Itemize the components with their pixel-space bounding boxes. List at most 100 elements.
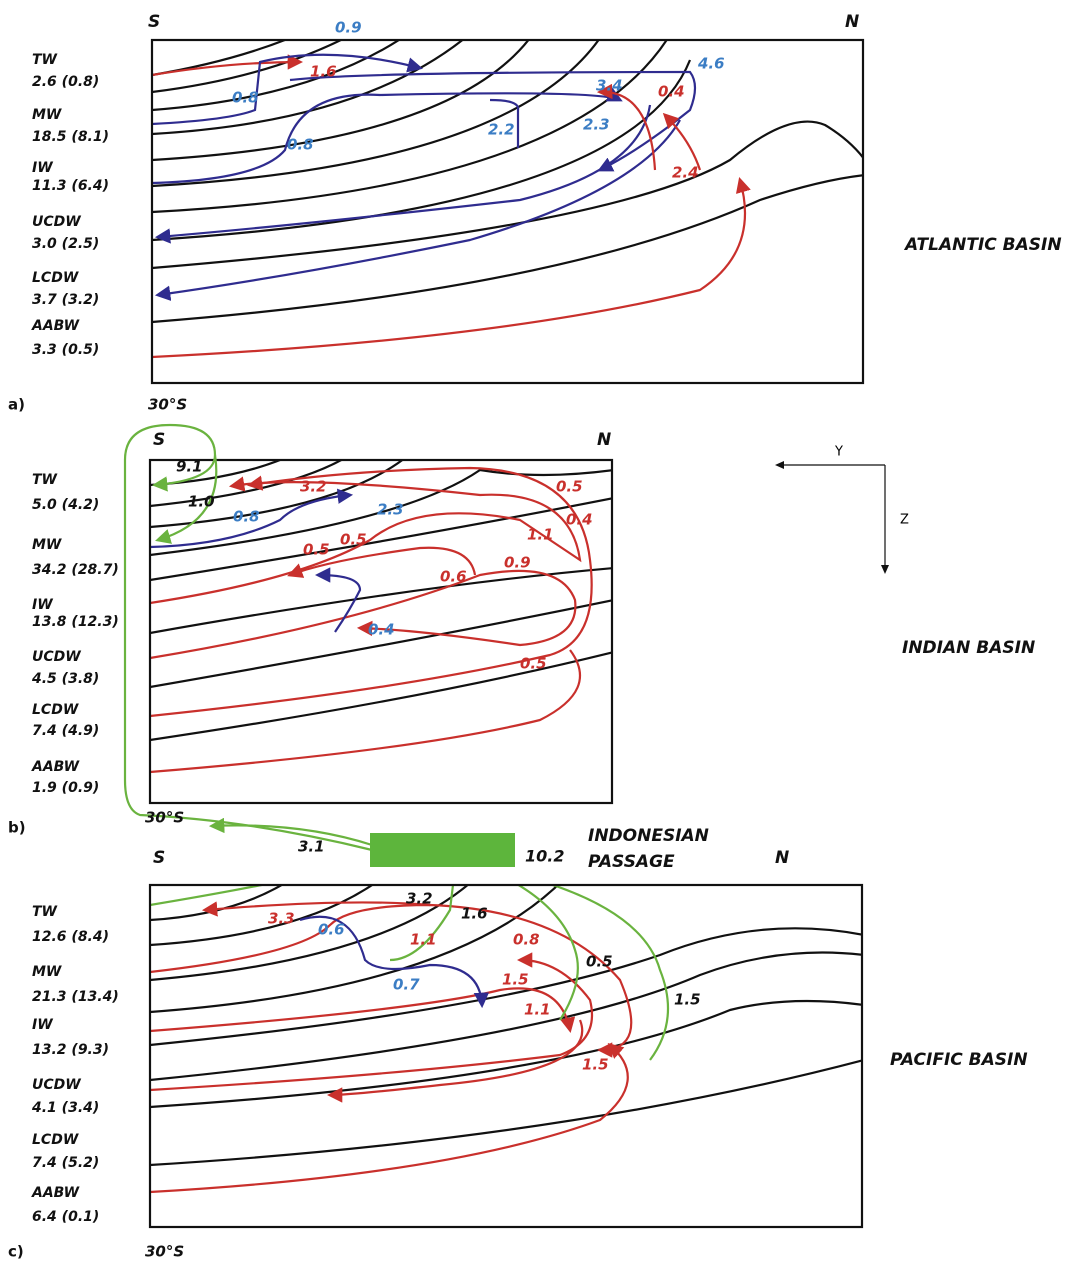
layer-transport: 1.9 (0.9) bbox=[32, 780, 99, 796]
indonesian-passage bbox=[370, 833, 515, 867]
south-label: S bbox=[153, 848, 165, 868]
flow-label: 0.8 bbox=[513, 931, 540, 949]
layer-name: LCDW bbox=[32, 702, 79, 718]
layer-name: LCDW bbox=[32, 1132, 79, 1148]
indian-flows bbox=[150, 466, 593, 774]
basin-name: INDIAN BASIN bbox=[902, 638, 1035, 658]
flow-label: 0.5 bbox=[586, 953, 613, 971]
panel-label: a) bbox=[8, 396, 25, 414]
flow-label: 1.1 bbox=[410, 931, 437, 949]
passage-name: INDONESIAN bbox=[588, 826, 709, 846]
layer-transport: 34.2 (28.7) bbox=[32, 562, 119, 578]
flow-label: 0.5 bbox=[520, 655, 547, 673]
south-label: S bbox=[148, 12, 160, 32]
axis-y-label: Y bbox=[834, 445, 843, 460]
atlantic-flows bbox=[152, 53, 751, 359]
flow-label: 3.3 bbox=[268, 910, 295, 928]
flow-label: 0.4 bbox=[658, 83, 685, 101]
latitude-label: 30°S bbox=[145, 809, 184, 827]
layer-transport: 5.0 (4.2) bbox=[32, 497, 99, 513]
atlantic-isopycnals bbox=[152, 40, 863, 324]
layer-transport: 21.3 (13.4) bbox=[32, 989, 119, 1005]
layer-name: IW bbox=[32, 160, 53, 176]
panel-label: c) bbox=[8, 1243, 24, 1261]
throughflow-loop bbox=[123, 423, 373, 852]
layer-transport: 12.6 (8.4) bbox=[32, 929, 109, 945]
passage-transport: 10.2 bbox=[525, 847, 564, 866]
flow-label: 1.5 bbox=[502, 971, 529, 989]
flow-label: 0.6 bbox=[318, 921, 345, 939]
flow-label: 9.1 bbox=[176, 458, 203, 476]
flow-label: 2.3 bbox=[583, 116, 610, 134]
layer-transport: 3.7 (3.2) bbox=[32, 292, 99, 308]
layer-name: AABW bbox=[31, 318, 80, 334]
layer-name: TW bbox=[32, 472, 58, 488]
layer-transport: 3.0 (2.5) bbox=[32, 236, 99, 252]
throughflow-arrow bbox=[208, 817, 373, 847]
flow-label: 0.4 bbox=[566, 511, 593, 529]
layer-name: IW bbox=[32, 597, 53, 613]
axes-glyph: Y Z bbox=[775, 445, 909, 574]
axis-z-label: Z bbox=[900, 513, 909, 528]
north-label: N bbox=[597, 430, 611, 450]
passage-name: PASSAGE bbox=[588, 852, 675, 872]
indian-frame bbox=[148, 458, 614, 805]
layer-name: TW bbox=[32, 904, 58, 920]
flow-label: 4.6 bbox=[697, 55, 725, 73]
pacific-flows bbox=[150, 885, 670, 1194]
flow-label: 1.5 bbox=[582, 1056, 609, 1074]
layer-name: IW bbox=[32, 1017, 53, 1033]
layer-name: AABW bbox=[31, 759, 80, 775]
layer-name: UCDW bbox=[32, 214, 81, 230]
flow-label: 0.8 bbox=[287, 136, 314, 154]
north-label: N bbox=[845, 12, 859, 32]
panel-label: b) bbox=[8, 819, 26, 837]
layer-transport: 4.1 (3.4) bbox=[31, 1100, 99, 1116]
flow-label: 1.1 bbox=[527, 526, 554, 544]
latitude-label: 30°S bbox=[145, 1243, 184, 1261]
basin-name: ATLANTIC BASIN bbox=[903, 235, 1062, 255]
flow-label: 0.5 bbox=[340, 531, 367, 549]
layer-name: TW bbox=[32, 52, 58, 68]
layer-transport: 18.5 (8.1) bbox=[32, 129, 109, 145]
layer-transport: 7.4 (4.9) bbox=[32, 723, 99, 739]
flow-label: 0.9 bbox=[504, 554, 531, 572]
throughflow-branch bbox=[155, 454, 218, 544]
north-label: N bbox=[775, 848, 789, 868]
flow-label: 3.2 bbox=[406, 890, 433, 908]
layer-transport: 13.8 (12.3) bbox=[32, 614, 119, 630]
basin-name: PACIFIC BASIN bbox=[890, 1050, 1028, 1070]
latitude-label: 30°S bbox=[148, 396, 187, 414]
flow-label: 0.8 bbox=[233, 508, 260, 526]
layer-transport: 13.2 (9.3) bbox=[32, 1042, 109, 1058]
pacific-frame bbox=[148, 883, 864, 1229]
layer-name: MW bbox=[32, 964, 62, 980]
flow-label: 1.5 bbox=[674, 991, 701, 1009]
flow-label: 1.6 bbox=[461, 905, 488, 923]
flow-label: 0.5 bbox=[303, 541, 330, 559]
layer-transport: 11.3 (6.4) bbox=[32, 178, 109, 194]
flow-label: 0.9 bbox=[335, 19, 362, 37]
layer-transport: 7.4 (5.2) bbox=[32, 1155, 99, 1171]
layer-transport: 6.4 (0.1) bbox=[32, 1209, 99, 1225]
layer-transport: 2.6 (0.8) bbox=[32, 74, 99, 90]
flow-label: 3.2 bbox=[300, 478, 327, 496]
layer-name: UCDW bbox=[32, 1077, 81, 1093]
layer-name: MW bbox=[32, 107, 62, 123]
flow-label: 0.6 bbox=[440, 568, 467, 586]
layer-name: LCDW bbox=[32, 270, 79, 286]
flow-label: 0.5 bbox=[556, 478, 583, 496]
layer-name: AABW bbox=[31, 1185, 80, 1201]
layer-transport: 3.3 (0.5) bbox=[32, 342, 99, 358]
layer-name: UCDW bbox=[32, 649, 81, 665]
flow-label: 0.7 bbox=[393, 976, 420, 994]
flow-label: 1.1 bbox=[524, 1001, 551, 1019]
layer-transport: 4.5 (3.8) bbox=[31, 671, 99, 687]
flow-label: 0.8 bbox=[232, 89, 259, 107]
flow-label: 3.4 bbox=[596, 77, 623, 95]
atlantic-frame bbox=[150, 38, 865, 385]
flow-label: 1.6 bbox=[310, 63, 337, 81]
south-label: S bbox=[153, 430, 165, 450]
layer-name: MW bbox=[32, 537, 62, 553]
